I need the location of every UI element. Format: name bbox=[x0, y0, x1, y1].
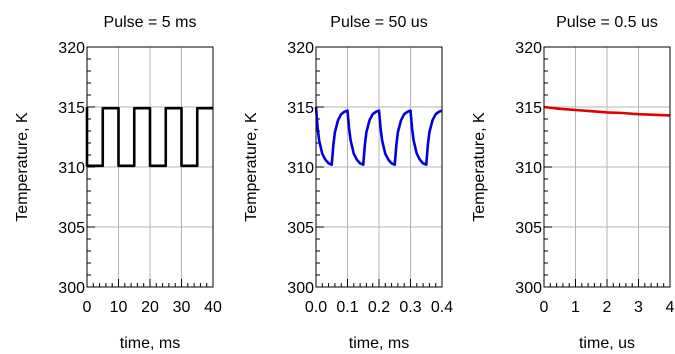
plot-frame bbox=[315, 46, 443, 288]
x-tick-label: 20 bbox=[141, 299, 159, 316]
x-axis-label: time, ms bbox=[120, 335, 180, 352]
y-tick-label: 310 bbox=[287, 160, 314, 177]
x-tick-label: 4 bbox=[666, 299, 675, 316]
plot-frame bbox=[543, 46, 671, 288]
x-axis-label: time, us bbox=[579, 335, 635, 352]
y-tick-label: 315 bbox=[287, 100, 314, 117]
y-tick-label: 305 bbox=[287, 220, 314, 237]
x-tick-label: 0.2 bbox=[368, 299, 390, 316]
y-tick-label: 300 bbox=[58, 280, 85, 297]
y-tick-label: 305 bbox=[58, 220, 85, 237]
x-tick-label: 0 bbox=[83, 299, 92, 316]
y-axis-label: Temperature, K bbox=[14, 112, 31, 222]
x-tick-label: 0.1 bbox=[336, 299, 358, 316]
y-tick-label: 300 bbox=[515, 280, 542, 297]
x-axis-label: time, ms bbox=[349, 335, 409, 352]
series-line-1 bbox=[314, 106, 443, 166]
y-tick-label: 320 bbox=[58, 40, 85, 57]
chart-title: Pulse = 50 us bbox=[330, 14, 427, 31]
chart-title: Pulse = 0.5 us bbox=[556, 14, 658, 31]
y-tick-label: 310 bbox=[58, 160, 85, 177]
x-tick-label: 0.4 bbox=[431, 299, 453, 316]
series-line-1 bbox=[85, 106, 213, 168]
chart-panel-1: 300 305 310 315 320 0 10 20 30 40 Pulse = 5 ms time… bbox=[14, 14, 222, 352]
y-tick-label: 300 bbox=[287, 280, 314, 297]
chart-panel-3: 300 305 310 315 320 0 1 2 3 4 Pulse = 0.5 us time, … bbox=[471, 14, 675, 352]
x-tick-label: 40 bbox=[204, 299, 222, 316]
x-tick-label: 10 bbox=[110, 299, 128, 316]
chart-panel-2: 300 305 310 315 320 0.0 0.1 0.2 0.3 0.4 Pulse = 50… bbox=[243, 14, 453, 352]
x-tick-label: 0.3 bbox=[399, 299, 421, 316]
x-tick-label: 30 bbox=[173, 299, 191, 316]
series-line-1 bbox=[543, 105, 671, 117]
x-tick-label: 0.0 bbox=[305, 299, 327, 316]
x-tick-label: 2 bbox=[603, 299, 612, 316]
x-tick-label: 1 bbox=[571, 299, 580, 316]
plot-frame bbox=[86, 46, 214, 288]
x-tick-label: 0 bbox=[540, 299, 549, 316]
y-tick-label: 315 bbox=[515, 100, 542, 117]
y-axis-label: Temperature, K bbox=[471, 112, 488, 222]
y-tick-label: 320 bbox=[515, 40, 542, 57]
y-axis-label: Temperature, K bbox=[243, 112, 260, 222]
y-tick-label: 320 bbox=[287, 40, 314, 57]
y-tick-label: 315 bbox=[58, 100, 85, 117]
x-tick-label: 3 bbox=[634, 299, 643, 316]
y-tick-label: 305 bbox=[515, 220, 542, 237]
y-tick-label: 310 bbox=[515, 160, 542, 177]
chart-title: Pulse = 5 ms bbox=[104, 14, 197, 31]
